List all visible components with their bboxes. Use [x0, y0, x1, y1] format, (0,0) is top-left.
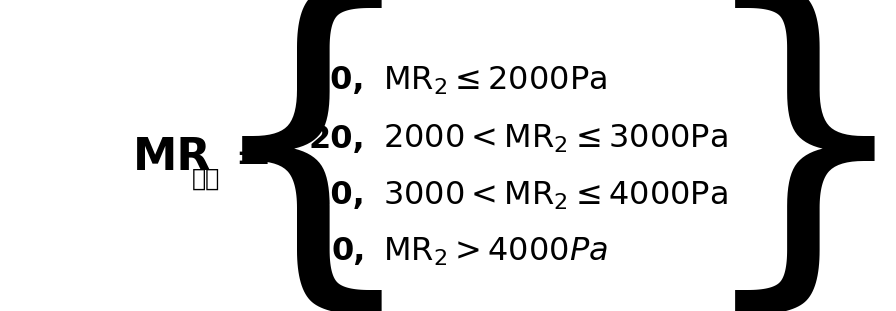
Text: 10,: 10,	[309, 180, 366, 211]
Text: $\mathrm{MR}_{2} > 4000\mathit{Pa}$: $\mathrm{MR}_{2} > 4000\mathit{Pa}$	[383, 235, 607, 268]
Text: 0,: 0,	[332, 236, 366, 267]
Text: $2000 < \mathrm{MR}_{2} \leq 3000\mathrm{Pa}$: $2000 < \mathrm{MR}_{2} \leq 3000\mathrm…	[383, 123, 728, 155]
Text: 顶压: 顶压	[192, 167, 220, 191]
Text: $3000 < \mathrm{MR}_{2} \leq 4000\mathrm{Pa}$: $3000 < \mathrm{MR}_{2} \leq 4000\mathrm…	[383, 179, 728, 211]
Text: MR: MR	[133, 136, 211, 179]
Text: 20,: 20,	[309, 123, 366, 155]
Text: $\}$: $\}$	[689, 0, 875, 311]
Text: $\mathrm{MR}_{2} \leq 2000\mathrm{Pa}$: $\mathrm{MR}_{2} \leq 2000\mathrm{Pa}$	[383, 64, 607, 97]
Text: $\{$: $\{$	[195, 0, 383, 311]
Text: $=$: $=$	[226, 136, 269, 179]
Text: 30,: 30,	[309, 65, 366, 96]
